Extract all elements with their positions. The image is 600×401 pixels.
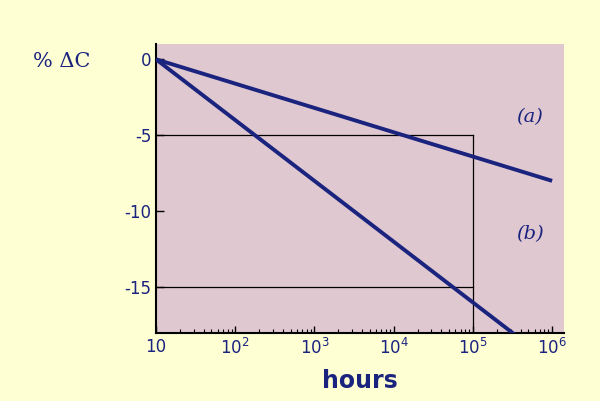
Text: (a): (a) (516, 108, 543, 126)
Text: (b): (b) (516, 225, 544, 243)
X-axis label: hours: hours (322, 369, 398, 393)
Text: % ΔC: % ΔC (33, 52, 91, 71)
